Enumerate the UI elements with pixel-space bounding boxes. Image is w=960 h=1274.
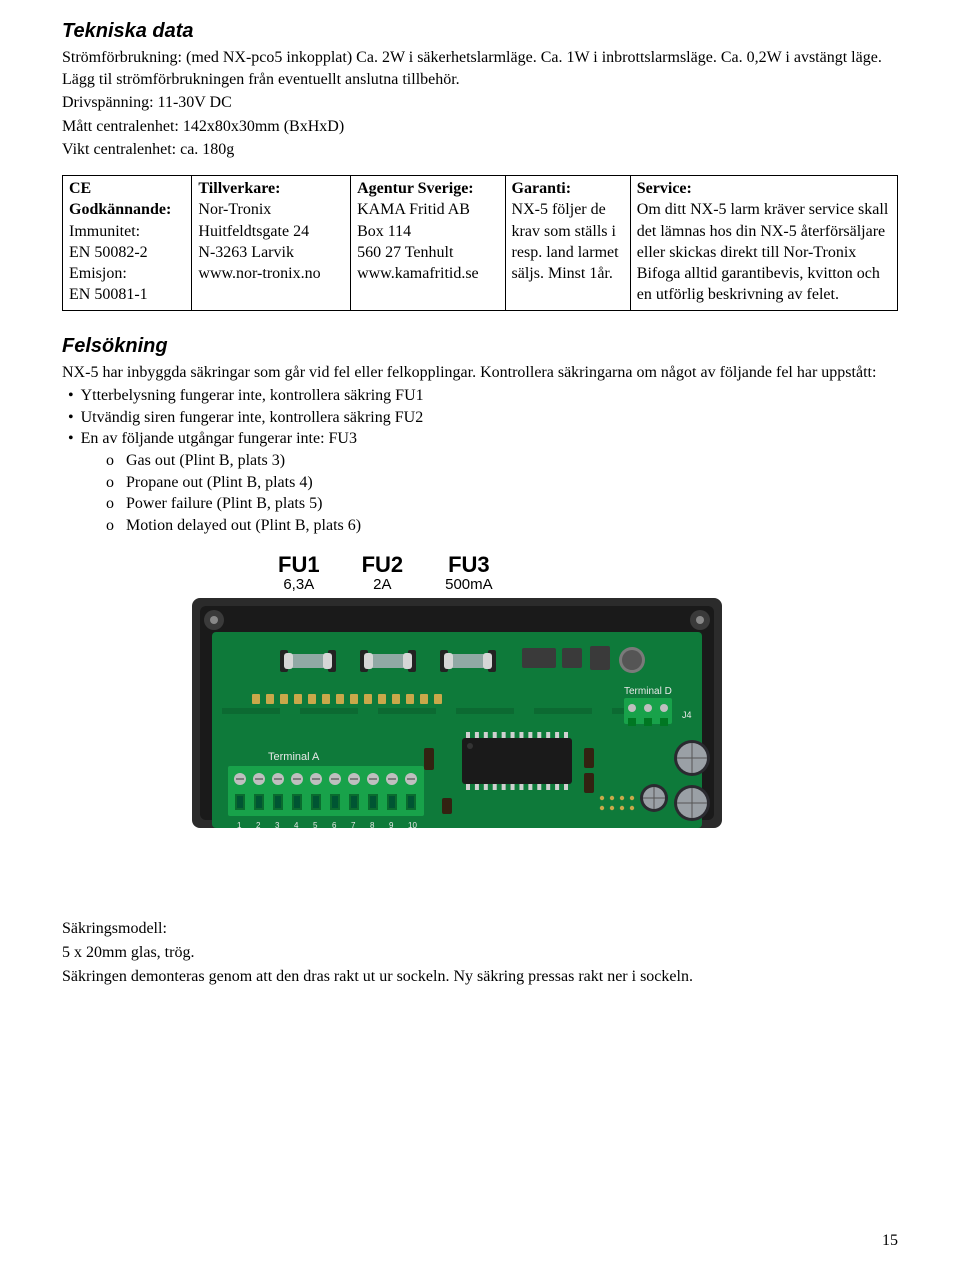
cell-service-body: Om ditt NX-5 larm kräver service skall d… <box>637 201 888 261</box>
fuse-label-1: FU1 6,3A <box>278 554 320 594</box>
sub-1: Gas out (Plint B, plats 3) <box>102 450 898 472</box>
fuse-fu1: FU1 <box>278 554 320 576</box>
spec-line-matt: Mått centralenhet: 142x80x30mm (BxHxD) <box>62 116 898 138</box>
bullet-1: Ytterbelysning fungerar inte, kontroller… <box>62 385 898 407</box>
svg-text:Terminal D: Terminal D <box>624 686 672 697</box>
page-number: 15 <box>882 1230 898 1252</box>
heading-tekniska-data: Tekniska data <box>62 18 898 45</box>
cell-agentur-l3: 560 27 Tenhult <box>357 244 453 261</box>
svg-text:2: 2 <box>256 821 261 828</box>
felsokning-para: NX-5 har inbyggda säkringar som går vid … <box>62 362 898 384</box>
bottom-l2: 5 x 20mm glas, trög. <box>62 942 898 964</box>
svg-text:1: 1 <box>237 821 242 828</box>
cell-service: Service: Om ditt NX-5 larm kräver servic… <box>630 175 897 310</box>
spec-table: CE Godkännande: Immunitet: EN 50082-2 Em… <box>62 175 898 311</box>
cell-tillverkare: Tillverkare: Nor-Tronix Huitfeldtsgate 2… <box>192 175 351 310</box>
cell-tillverkare-l2: Huitfeldtsgate 24 <box>198 223 309 240</box>
sub-2: Propane out (Plint B, plats 4) <box>102 472 898 494</box>
fuse-label-2: FU2 2A <box>362 554 404 594</box>
svg-text:3: 3 <box>275 821 280 828</box>
fuse-amp2: 2A <box>362 576 404 594</box>
svg-text:4: 4 <box>294 821 299 828</box>
bottom-l3: Säkringen demonteras genom att den dras … <box>62 966 898 988</box>
fuse-amp1: 6,3A <box>278 576 320 594</box>
cell-ce-l2: EN 50082-2 <box>69 244 148 261</box>
cell-agentur-l1: KAMA Fritid AB <box>357 201 470 218</box>
svg-text:10: 10 <box>408 821 417 828</box>
svg-text:5: 5 <box>313 821 318 828</box>
pcb-figure: FU1 6,3A FU2 2A FU3 500mA Terminal DJ4Te… <box>192 554 722 828</box>
spec-paragraph: Strömförbrukning: (med NX-pco5 inkopplat… <box>62 47 898 90</box>
bottom-l1: Säkringsmodell: <box>62 918 898 940</box>
cell-garanti-body: NX-5 följer de krav som ställs i resp. l… <box>512 201 619 282</box>
svg-text:Terminal A: Terminal A <box>268 751 320 763</box>
cell-tillverkare-head: Tillverkare: <box>198 180 280 197</box>
bullet-3: En av följande utgångar fungerar inte: F… <box>62 428 898 450</box>
spec-line-drivspanning: Drivspänning: 11-30V DC <box>62 92 898 114</box>
bottom-block: Säkringsmodell: 5 x 20mm glas, trög. Säk… <box>62 918 898 987</box>
fuse-fu2: FU2 <box>362 554 404 576</box>
svg-text:7: 7 <box>351 821 356 828</box>
sub-4: Motion delayed out (Plint B, plats 6) <box>102 515 898 537</box>
fuse-label-3: FU3 500mA <box>445 554 493 594</box>
cell-tillverkare-l3: N-3263 Larvik <box>198 244 294 261</box>
cell-garanti: Garanti: NX-5 följer de krav som ställs … <box>505 175 630 310</box>
sub-list: Gas out (Plint B, plats 3) Propane out (… <box>62 450 898 536</box>
cell-ce-head: CE Godkännande: <box>69 180 171 218</box>
cell-ce-l4: EN 50081-1 <box>69 286 148 303</box>
cell-agentur-head: Agentur Sverige: <box>357 180 474 197</box>
bullet-list: Ytterbelysning fungerar inte, kontroller… <box>62 385 898 450</box>
pcb-label-row: FU1 6,3A FU2 2A FU3 500mA <box>192 554 722 594</box>
cell-agentur-l2: Box 114 <box>357 223 411 240</box>
svg-text:9: 9 <box>389 821 394 828</box>
bullet-2: Utvändig siren fungerar inte, kontroller… <box>62 407 898 429</box>
cell-tillverkare-l1: Nor-Tronix <box>198 201 271 218</box>
spec-line-vikt: Vikt centralenhet: ca. 180g <box>62 139 898 161</box>
sub-3: Power failure (Plint B, plats 5) <box>102 493 898 515</box>
cell-garanti-head: Garanti: <box>512 180 572 197</box>
cell-agentur: Agentur Sverige: KAMA Fritid AB Box 114 … <box>351 175 505 310</box>
cell-ce-l1: Immunitet: <box>69 223 140 240</box>
cell-ce: CE Godkännande: Immunitet: EN 50082-2 Em… <box>63 175 192 310</box>
cell-service-head: Service: <box>637 180 692 197</box>
heading-felsokning: Felsökning <box>62 333 898 360</box>
svg-text:J4: J4 <box>682 710 692 720</box>
fuse-fu3: FU3 <box>445 554 493 576</box>
fuse-amp3: 500mA <box>445 576 493 594</box>
cell-agentur-l4: www.kamafritid.se <box>357 265 479 282</box>
svg-text:6: 6 <box>332 821 337 828</box>
cell-ce-l3: Emisjon: <box>69 265 127 282</box>
pcb-image: Terminal D J4 Terminal A 1 2 3 4 5 6 7 8 9 10 <box>192 598 722 828</box>
cell-service-body2: Bifoga alltid garantibevis, kvitton och … <box>637 265 880 303</box>
svg-text:8: 8 <box>370 821 375 828</box>
cell-tillverkare-l4: www.nor-tronix.no <box>198 265 320 282</box>
